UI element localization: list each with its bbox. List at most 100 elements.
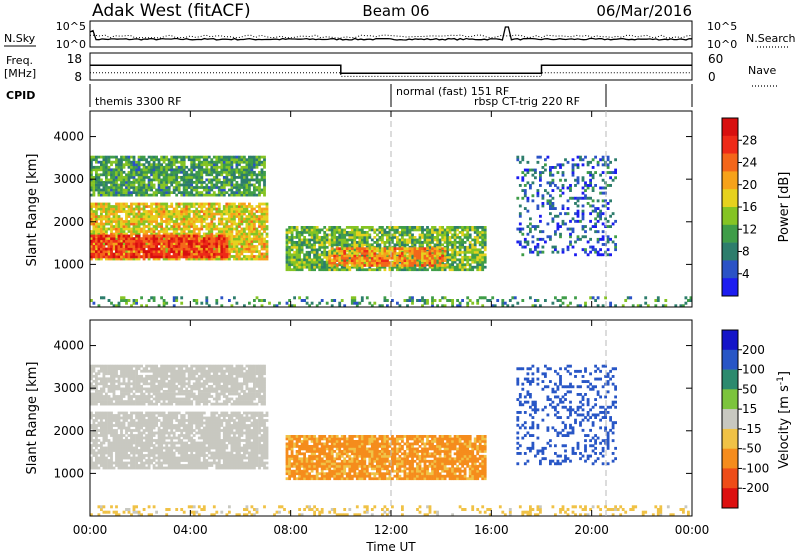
cell-mid-patch — [350, 245, 354, 249]
cell-upper-band — [233, 186, 236, 189]
cell-late-scatter — [581, 209, 585, 213]
cell-mid-patch — [453, 226, 457, 229]
cell-main-band — [228, 235, 231, 238]
cell-upper-band — [200, 193, 204, 197]
cell-mid-patch — [468, 265, 472, 269]
cell-upper-band — [132, 173, 136, 177]
cell-main-band-core — [115, 250, 118, 254]
cell-mid-patch — [348, 233, 352, 237]
cell-upper-band — [230, 163, 234, 167]
cell-late-scatter — [579, 219, 582, 223]
cell-main-band — [210, 232, 214, 236]
cell-mid-patch — [478, 236, 482, 239]
cell-mid-patch-core — [426, 259, 429, 262]
cell-late-scatter — [574, 184, 577, 187]
cell-mid-patch-core — [365, 249, 369, 253]
cell-mid-patch — [468, 268, 472, 272]
cell-upper-band — [90, 163, 93, 167]
cell-mid-patch — [363, 231, 367, 234]
cell-mid-patch — [406, 226, 409, 229]
cell-main-band — [250, 237, 254, 241]
cell-mid-patch — [350, 233, 354, 237]
cell-upper-band — [238, 160, 241, 164]
cell-main-band — [205, 257, 209, 261]
cell-mid-patch — [468, 243, 472, 247]
cell-late-scatter — [586, 163, 590, 167]
cell-near-range — [584, 304, 587, 308]
cell-main-band — [200, 202, 204, 206]
cell-main-band — [225, 212, 229, 216]
cell-mid-patch — [348, 236, 352, 239]
cell-mid-patch — [343, 231, 347, 234]
cell-near-range — [330, 299, 334, 302]
cell-main-band — [190, 220, 194, 223]
cell-upper-band — [167, 178, 171, 182]
cell-mid-patch — [360, 241, 364, 244]
cell-late-scatter — [551, 173, 555, 177]
cell-mid-patch — [456, 253, 459, 257]
cell-upper-band — [172, 176, 176, 179]
cell-mid-patch — [418, 260, 422, 264]
cell-upper-band — [255, 163, 259, 167]
cell-mid-patch — [365, 226, 369, 229]
cell-main-band — [177, 225, 181, 228]
cell-mid-patch-core — [428, 254, 432, 258]
cell-main-band — [240, 212, 244, 216]
cell-main-band-core — [137, 252, 141, 256]
cell-mid-patch — [360, 268, 364, 272]
cell-main-band-core — [125, 252, 128, 256]
cell-near-range — [408, 296, 412, 300]
cell-mid-patch — [451, 260, 454, 264]
cell-main-band — [207, 205, 211, 208]
cell-late-scatter — [559, 235, 562, 239]
cell-main-band — [177, 227, 181, 231]
cell-late-scatter — [556, 171, 560, 174]
cell-main-band — [135, 222, 138, 226]
cell-mid-patch-core — [398, 252, 402, 255]
cell-near-range — [293, 304, 296, 308]
cell-mid-patch — [471, 268, 475, 272]
cell-upper-band — [248, 160, 251, 164]
cell-upper-band — [117, 193, 121, 197]
cell-main-band — [107, 220, 111, 223]
cell-late-scatter — [526, 209, 530, 213]
cell-upper-band — [212, 163, 216, 167]
cell-main-band-core — [212, 242, 216, 246]
cell-upper-band — [253, 178, 256, 182]
cell-mid-patch — [300, 260, 304, 264]
cell-upper-band — [135, 181, 138, 184]
cell-mid-patch — [318, 238, 322, 242]
cell-main-band — [105, 232, 108, 236]
cell-mid-patch — [408, 238, 412, 242]
cell-upper-band — [112, 168, 116, 172]
cell-upper-band — [222, 165, 226, 169]
cell-upper-band — [142, 176, 146, 179]
cell-upper-band — [117, 188, 121, 192]
cell-mid-patch — [373, 231, 377, 234]
cell-mid-patch — [466, 258, 470, 262]
cell-mid-patch — [448, 241, 452, 244]
cell-mid-patch — [401, 245, 404, 249]
cell-near-range — [456, 299, 459, 302]
cell-mid-patch — [381, 238, 384, 242]
cell-main-band — [228, 215, 231, 218]
cell-late-scatter — [529, 230, 532, 234]
cell-mid-patch-core — [343, 252, 347, 255]
cell-main-band-core — [180, 239, 184, 243]
cell-upper-band — [195, 186, 199, 189]
cell-upper-band — [122, 158, 126, 162]
cell-mid-patch — [458, 238, 462, 242]
cell-main-band — [228, 242, 231, 246]
cell-main-band — [263, 215, 266, 218]
cell-main-band — [243, 210, 246, 213]
cell-main-band-core — [110, 242, 113, 246]
cell-upper-band — [200, 191, 204, 194]
cell-main-band — [210, 207, 214, 211]
cell-main-band-core — [102, 255, 106, 259]
cell-upper-band — [202, 168, 206, 172]
cell-mid-patch — [443, 265, 447, 269]
cell-near-range — [461, 299, 464, 302]
cell-main-band — [233, 205, 236, 208]
cell-near-range — [338, 304, 342, 308]
cell-main-band — [90, 245, 93, 248]
